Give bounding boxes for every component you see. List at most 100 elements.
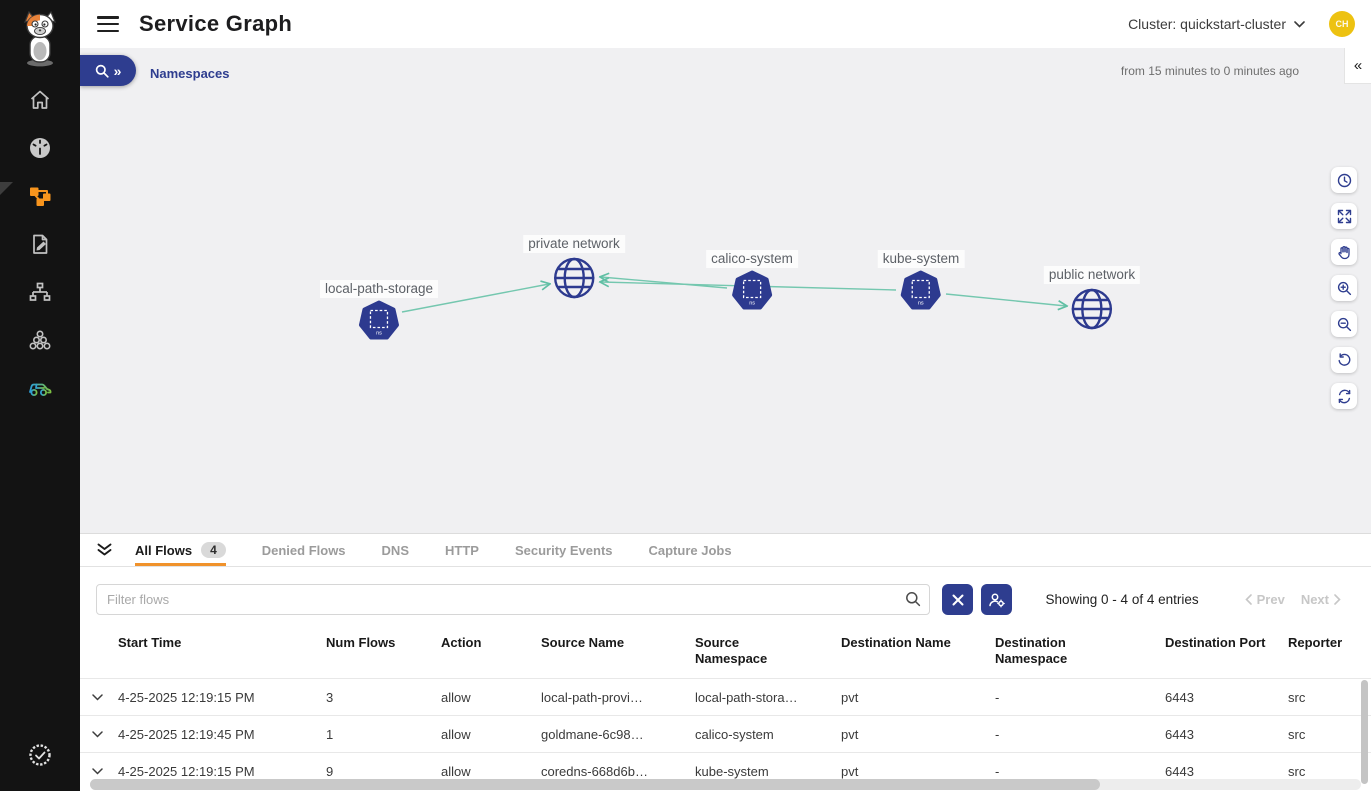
sidebar-item-policies[interactable]: [0, 220, 80, 268]
service-graph-canvas[interactable]: » Namespaces from 15 minutes to 0 minute…: [80, 48, 1371, 533]
table-row[interactable]: 4-25-2025 12:19:45 PM 1 allow goldmane-6…: [80, 715, 1371, 752]
zoom-out-button[interactable]: [1331, 311, 1357, 337]
horizontal-scrollbar-thumb[interactable]: [90, 779, 1100, 790]
sidebar-item-service-graph[interactable]: [0, 172, 80, 220]
col-destination-port[interactable]: Destination Port: [1165, 635, 1266, 650]
sidebar-item-home[interactable]: [0, 76, 80, 124]
graph-node-local-path-storage[interactable]: local-path-storage ns: [319, 280, 439, 342]
graph-node-public-network[interactable]: public network: [1043, 266, 1141, 332]
cell-reporter: src: [1288, 726, 1306, 742]
tab-capture-jobs[interactable]: Capture Jobs: [648, 542, 732, 558]
svg-text:ns: ns: [376, 331, 382, 337]
cell-start-time: 4-25-2025 12:19:15 PM: [118, 689, 255, 705]
zoom-in-button[interactable]: [1331, 275, 1357, 301]
sidebar-item-network[interactable]: [0, 268, 80, 316]
collapse-flows-button[interactable]: [96, 543, 113, 557]
time-icon: [1337, 173, 1351, 187]
expand-row-icon[interactable]: [92, 730, 103, 738]
hamburger-icon: [97, 16, 119, 19]
graph-search-button[interactable]: »: [80, 55, 136, 86]
cell-destination-port: 6443: [1165, 763, 1194, 779]
svg-text:ns: ns: [749, 301, 755, 307]
double-chevron-left-icon: «: [1353, 57, 1363, 74]
cell-source-name: goldmane-6c98…: [541, 726, 644, 742]
graph-node-calico-system[interactable]: calico-system ns: [706, 250, 798, 312]
cell-start-time: 4-25-2025 12:19:15 PM: [118, 763, 255, 779]
cluster-dropdown[interactable]: Cluster: quickstart-cluster: [1128, 16, 1305, 32]
search-icon: [95, 64, 109, 78]
col-start-time[interactable]: Start Time: [118, 635, 182, 650]
flows-tabs: All Flows 4 Denied Flows DNS HTTP Securi…: [80, 534, 1371, 567]
showing-entries-label: Showing 0 - 4 of 4 entries: [1045, 592, 1199, 607]
network-globe-icon: [553, 257, 595, 299]
tab-all-flows[interactable]: All Flows 4: [135, 534, 226, 566]
cell-start-time: 4-25-2025 12:19:45 PM: [118, 726, 255, 742]
cell-destination-name: pvt: [841, 689, 859, 705]
col-source-namespace[interactable]: Source Namespace: [695, 635, 768, 667]
fit-screen-button[interactable]: [1331, 203, 1357, 229]
col-source-name[interactable]: Source Name: [541, 635, 625, 650]
whisker-car-icon: [29, 383, 52, 396]
sidebar-item-certificate[interactable]: [27, 742, 53, 773]
horizontal-scrollbar: [90, 779, 1361, 790]
vertical-scrollbar-thumb[interactable]: [1361, 680, 1368, 784]
svg-text:ns: ns: [918, 301, 924, 307]
cell-action: allow: [441, 689, 471, 705]
namespace-icon: ns: [359, 300, 399, 340]
time-range-label: from 15 minutes to 0 minutes ago: [1120, 64, 1299, 78]
policies-icon: [33, 234, 48, 254]
pan-hand-icon: [1337, 245, 1350, 259]
col-reporter[interactable]: Reporter: [1288, 635, 1343, 650]
pan-button[interactable]: [1331, 239, 1357, 265]
expand-row-icon[interactable]: [92, 767, 103, 775]
node-label: local-path-storage: [319, 280, 439, 298]
vertical-scrollbar: [1361, 680, 1368, 784]
time-button[interactable]: [1331, 167, 1357, 193]
tab-dns[interactable]: DNS: [381, 542, 409, 558]
sidebar-item-dashboard[interactable]: [0, 124, 80, 172]
col-destination-name[interactable]: Destination Name: [841, 635, 951, 650]
cell-source-namespace: local-path-stora…: [695, 689, 798, 705]
expand-row-icon[interactable]: [92, 693, 103, 701]
page-title: Service Graph: [139, 11, 293, 36]
tab-security-events[interactable]: Security Events: [514, 542, 613, 558]
filter-flows-input[interactable]: [96, 584, 930, 615]
home-icon: [30, 90, 50, 109]
tab-http[interactable]: HTTP: [445, 542, 479, 558]
table-row[interactable]: 4-25-2025 12:19:15 PM 3 allow local-path…: [80, 678, 1371, 715]
close-icon: [952, 594, 963, 605]
col-action[interactable]: Action: [441, 635, 482, 650]
node-label: private network: [523, 235, 625, 253]
refresh-icon: [1338, 389, 1350, 403]
col-destination-namespace[interactable]: Destination Namespace: [995, 635, 1068, 667]
sidebar-item-clusters[interactable]: [0, 316, 80, 364]
cell-action: allow: [441, 726, 471, 742]
graph-node-kube-system[interactable]: kube-system ns: [877, 250, 965, 312]
network-globe-icon: [1071, 288, 1113, 330]
breadcrumb[interactable]: Namespaces: [150, 66, 230, 81]
table-header-row: Start Time Num Flows Action Source Name …: [80, 631, 1371, 678]
collapse-side-panel-button[interactable]: «: [1344, 48, 1371, 84]
active-item-notch: [0, 182, 13, 195]
graph-node-private-network[interactable]: private network: [523, 235, 625, 301]
user-gear-icon: [988, 593, 1005, 607]
node-label: calico-system: [706, 250, 798, 268]
reset-layout-button[interactable]: [1331, 347, 1357, 373]
chevron-right-icon: [1334, 594, 1341, 605]
next-page-button[interactable]: Next: [1301, 592, 1341, 607]
refresh-button[interactable]: [1331, 383, 1357, 409]
customize-columns-button[interactable]: [981, 584, 1012, 615]
avatar[interactable]: CH: [1329, 11, 1355, 37]
node-label: kube-system: [877, 250, 965, 268]
col-num-flows[interactable]: Num Flows: [326, 635, 396, 650]
flows-panel: All Flows 4 Denied Flows DNS HTTP Securi…: [80, 533, 1371, 791]
sidebar-item-whisker[interactable]: [0, 364, 80, 412]
cell-reporter: src: [1288, 689, 1306, 705]
clear-filter-button[interactable]: [942, 584, 973, 615]
network-icon: [29, 282, 51, 301]
menu-button[interactable]: [97, 16, 119, 32]
table-row[interactable]: 4-25-2025 12:19:15 PM 9 allow coredns-66…: [80, 752, 1371, 789]
prev-page-button[interactable]: Prev: [1244, 592, 1285, 607]
tab-denied-flows[interactable]: Denied Flows: [261, 542, 346, 558]
cluster-dropdown-label: Cluster: quickstart-cluster: [1128, 16, 1286, 32]
